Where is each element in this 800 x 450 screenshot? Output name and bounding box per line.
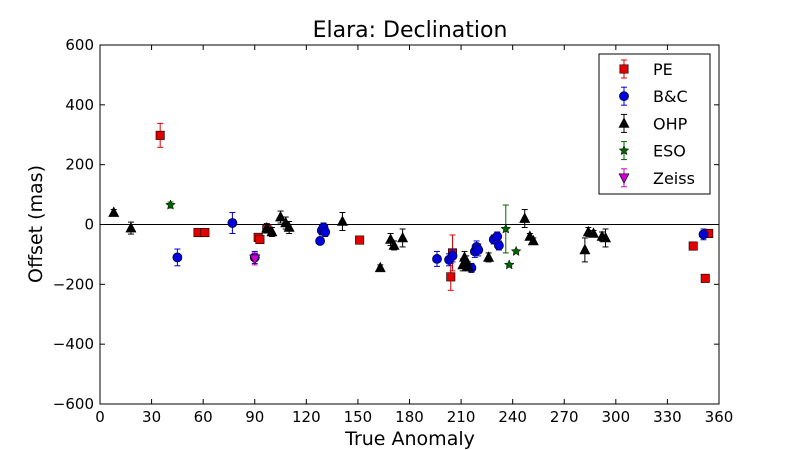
legend-label: PE xyxy=(653,60,673,79)
legend-label: Zeiss xyxy=(653,169,695,188)
data-point xyxy=(698,229,709,240)
y-tick-label: 400 xyxy=(65,96,94,114)
y-axis-label: Offset (mas) xyxy=(25,165,47,283)
legend-marker xyxy=(618,173,630,184)
x-tick-label: 60 xyxy=(194,408,213,426)
y-tick-label: −400 xyxy=(53,335,94,353)
data-point xyxy=(388,239,400,250)
data-point xyxy=(700,273,710,283)
data-point xyxy=(446,272,456,282)
data-point xyxy=(579,243,591,255)
x-tick-label: 330 xyxy=(653,408,682,426)
x-tick-label: 360 xyxy=(705,408,734,426)
data-point xyxy=(473,245,484,255)
data-point xyxy=(108,206,120,217)
data-point xyxy=(355,235,365,245)
plot-area: 0 30 60 90 120 150 180 210 240 270 300 330 360 −600 −4… xyxy=(53,36,734,426)
data-point xyxy=(374,261,386,273)
y-tick-label: 0 xyxy=(84,216,94,234)
data-point xyxy=(483,251,495,262)
chart-title: Elara: Declination xyxy=(313,18,508,43)
x-tick-label: 90 xyxy=(245,408,264,426)
legend-label: ESO xyxy=(653,142,686,161)
data-point xyxy=(200,228,210,238)
data-point xyxy=(227,218,238,228)
x-tick-label: 0 xyxy=(95,408,105,426)
data-point xyxy=(492,231,503,242)
series-b-c xyxy=(172,212,709,273)
x-tick-label: 300 xyxy=(602,408,631,426)
legend-item: Zeiss xyxy=(618,168,695,188)
data-point xyxy=(688,241,698,251)
legend-box xyxy=(598,53,711,195)
legend-marker xyxy=(619,64,629,74)
series-ohp xyxy=(108,206,612,273)
series-eso xyxy=(165,199,522,270)
data-point xyxy=(494,240,504,251)
data-point xyxy=(600,231,612,243)
data-point xyxy=(519,212,531,223)
data-point xyxy=(155,130,165,140)
data-point xyxy=(397,231,409,243)
data-point xyxy=(249,254,261,266)
y-tick-label: 600 xyxy=(65,36,94,54)
legend-item: B&C xyxy=(619,86,688,106)
legend-marker xyxy=(619,91,629,102)
x-tick-label: 150 xyxy=(344,408,373,426)
x-tick-label: 30 xyxy=(142,408,161,426)
x-tick-label: 210 xyxy=(447,408,476,426)
legend-marker xyxy=(618,117,630,128)
data-point xyxy=(125,221,137,233)
data-point xyxy=(320,227,331,237)
x-tick-label: 180 xyxy=(395,408,424,426)
data-point xyxy=(462,260,474,271)
legend-item: ESO xyxy=(618,141,686,161)
x-tick-label: 270 xyxy=(550,408,579,426)
x-tick-label: 120 xyxy=(292,408,321,426)
data-point xyxy=(165,199,176,210)
legend-marker xyxy=(618,144,630,156)
legend-item: PE xyxy=(619,59,673,79)
series-zeiss xyxy=(249,252,261,266)
data-point xyxy=(336,215,348,226)
y-tick-label: −600 xyxy=(53,395,94,413)
data-point xyxy=(255,234,265,244)
legend-label: B&C xyxy=(653,87,688,106)
y-tick-label: 200 xyxy=(65,156,94,174)
x-tick-label: 240 xyxy=(498,408,527,426)
data-point xyxy=(510,245,522,256)
data-point xyxy=(447,251,458,261)
legend-label: OHP xyxy=(653,114,688,133)
data-point xyxy=(527,234,539,246)
data-point xyxy=(432,254,442,264)
data-point xyxy=(266,225,278,237)
data-point xyxy=(275,210,287,222)
data-point xyxy=(587,227,599,238)
data-point xyxy=(315,236,325,246)
y-tick-label: −200 xyxy=(53,275,94,293)
legend: PE B&C OHP ESO Zeiss xyxy=(598,53,711,195)
x-axis-label: True Anomaly xyxy=(344,428,475,450)
legend-item: OHP xyxy=(618,113,688,133)
data-point xyxy=(283,221,295,232)
data-point xyxy=(503,259,515,270)
data-point xyxy=(172,252,183,263)
data-point xyxy=(500,223,512,234)
